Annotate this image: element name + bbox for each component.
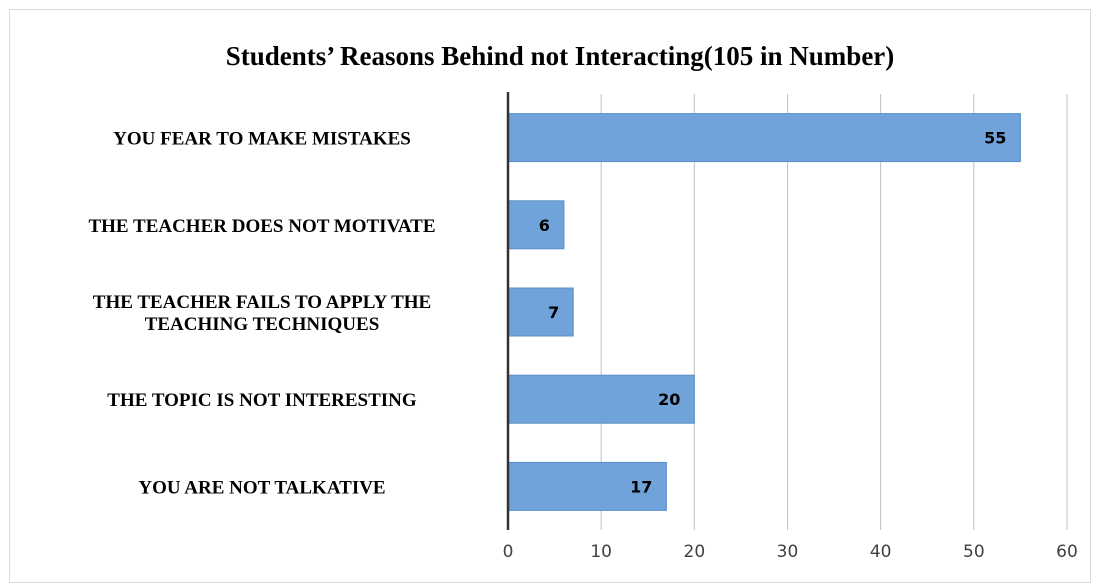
data-label: 17 <box>630 477 652 496</box>
x-tick-label: 20 <box>684 542 706 562</box>
category-label: THE TEACHER FAILS TO APPLY THE <box>93 292 431 313</box>
category-label: YOU FEAR TO MAKE MISTAKES <box>113 129 411 150</box>
gridlines <box>600 94 1068 530</box>
bars <box>507 113 1021 511</box>
bar <box>507 113 1021 163</box>
data-label: 7 <box>548 303 559 322</box>
data-label: 55 <box>984 129 1006 148</box>
data-label: 6 <box>539 216 550 235</box>
category-label: THE TEACHER DOES NOT MOTIVATE <box>88 216 435 237</box>
bar <box>507 461 667 511</box>
data-label: 20 <box>658 390 680 409</box>
x-tick-label: 50 <box>963 542 985 562</box>
category-label: THE TOPIC IS NOT INTERESTING <box>107 390 417 411</box>
labels: 0 10 20 30 40 50 60 55 YOU FEAR TO MAKE MISTAKES… <box>88 129 1077 562</box>
x-tick-label: 0 <box>503 542 514 562</box>
bar <box>507 287 574 337</box>
x-tick-label: 60 <box>1056 542 1078 562</box>
category-label: YOU ARE NOT TALKATIVE <box>138 477 385 498</box>
x-tick-label: 10 <box>590 542 612 562</box>
bar <box>507 200 565 250</box>
x-tick-label: 30 <box>777 542 799 562</box>
category-label: TEACHING TECHNIQUES <box>145 314 380 335</box>
chart-title: Students’ Reasons Behind not Interacting… <box>226 41 895 71</box>
x-tick-label: 40 <box>870 542 892 562</box>
